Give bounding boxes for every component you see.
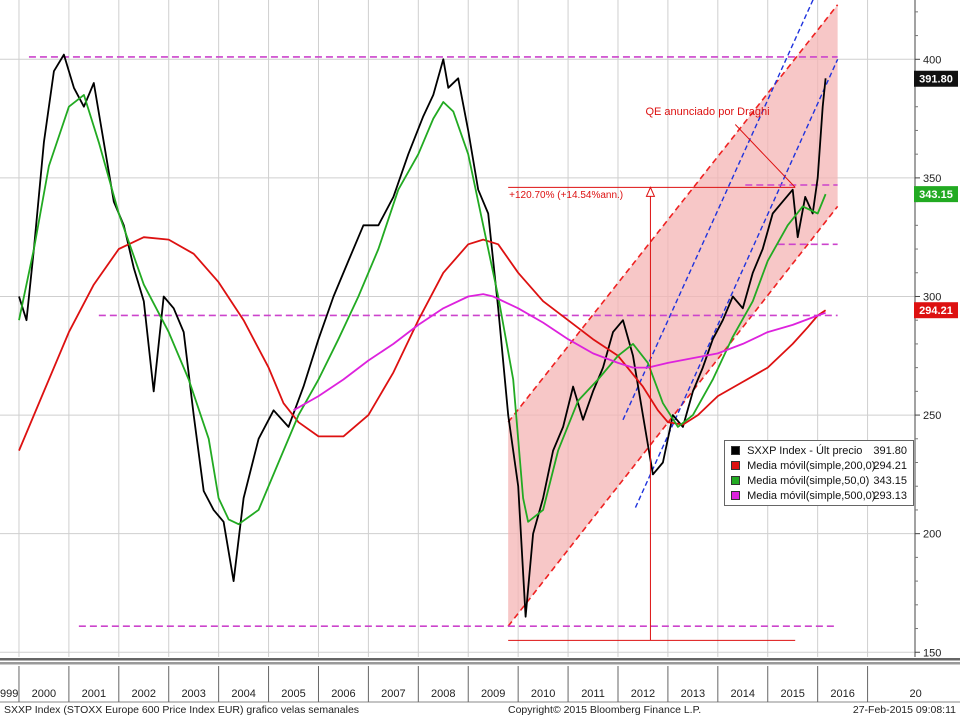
legend-value: 391.80 — [873, 445, 907, 457]
x-axis-band-top — [0, 658, 960, 661]
ma500-line — [293, 293, 826, 412]
annotation-qe-arrow — [734, 124, 796, 188]
x-tick-label: 2009 — [481, 688, 505, 700]
x-tick-label: 2007 — [381, 688, 405, 700]
y-axis-background — [915, 0, 960, 657]
x-tick-label: 2001 — [82, 688, 106, 700]
legend-label: SXXP Index - Últ precio — [747, 445, 863, 457]
x-tick-label: 2012 — [631, 688, 655, 700]
last-value-tag — [914, 70, 958, 87]
annotation-qe-text: QE anunciado por Draghi — [645, 106, 769, 118]
y-tick-label: 400 — [923, 54, 941, 66]
last-value-tag — [914, 302, 958, 319]
price-line — [18, 53, 827, 618]
x-tick-label: 2016 — [830, 688, 854, 700]
x-tick-label: 2005 — [281, 688, 305, 700]
x-tick-label: 2011 — [581, 688, 605, 700]
legend-label: Media móvil(simple,500,0) — [747, 490, 876, 502]
y-tick-label: 200 — [923, 529, 941, 541]
footer-timestamp: 27-Feb-2015 09:08:11 — [852, 704, 956, 716]
y-tick-label: 150 — [923, 647, 941, 659]
x-axis-background — [0, 657, 960, 685]
x-tick-label: 2006 — [331, 688, 355, 700]
footer-source: SXXP Index (STOXX Europe 600 Price Index… — [4, 704, 360, 716]
legend-item: Media móvil(simple,50,0) 343.15 — [731, 474, 909, 488]
x-tick-label: 2003 — [181, 688, 205, 700]
ma50-line — [18, 94, 827, 526]
x-tick-label: 2000 — [32, 688, 56, 700]
x-tick-label: 2002 — [132, 688, 156, 700]
x-tick-label: 2013 — [681, 688, 705, 700]
legend-value: 293.13 — [873, 490, 907, 502]
y-tick-label: 300 — [923, 291, 941, 303]
legend-swatch-ma500 — [731, 491, 740, 500]
legend-swatch-price — [731, 446, 740, 455]
legend-label: Media móvil(simple,200,0) — [747, 460, 876, 472]
legend-value: 294.21 — [873, 460, 907, 472]
x-tick-label: 2014 — [731, 688, 755, 700]
legend-label: Media móvil(simple,50,0) — [747, 475, 870, 487]
legend-swatch-ma50 — [731, 476, 740, 485]
last-value-label: 343.15 — [919, 189, 953, 201]
annotation-return-arrowhead — [645, 186, 656, 197]
x-axis-band-bottom — [0, 662, 960, 665]
channel-lower-line — [507, 205, 839, 627]
legend-item: SXXP Index - Últ precio 391.80 — [731, 444, 909, 458]
last-value-tag — [914, 186, 958, 203]
channel-upper-line — [507, 4, 839, 423]
x-tick-label: 2015 — [780, 688, 804, 700]
legend-swatch-ma200 — [731, 461, 740, 470]
legend-value: 343.15 — [873, 475, 907, 487]
last-value-label: 391.80 — [919, 74, 953, 86]
last-value-label: 294.21 — [919, 305, 953, 317]
legend: SXXP Index - Últ precio 391.80 Media móv… — [724, 440, 914, 506]
footer-copyright: Copyright© 2015 Bloomberg Finance L.P. — [508, 704, 702, 716]
legend-item: Media móvil(simple,500,0) 293.13 — [731, 489, 909, 503]
y-tick-label: 350 — [923, 173, 941, 185]
x-tick-label: 2010 — [531, 688, 555, 700]
x-tick-label: 2004 — [231, 688, 255, 700]
legend-item: Media móvil(simple,200,0) 294.21 — [731, 459, 909, 473]
x-tick-label: 999 — [0, 688, 18, 700]
annotation-return-text: +120.70% (+14.54%ann.) — [509, 190, 623, 201]
ma200-line — [18, 236, 827, 451]
y-tick-label: 250 — [923, 410, 941, 422]
trend-upper-line — [622, 0, 814, 421]
x-tick-label: 2008 — [431, 688, 455, 700]
x-tick-label: 20 — [909, 688, 921, 700]
